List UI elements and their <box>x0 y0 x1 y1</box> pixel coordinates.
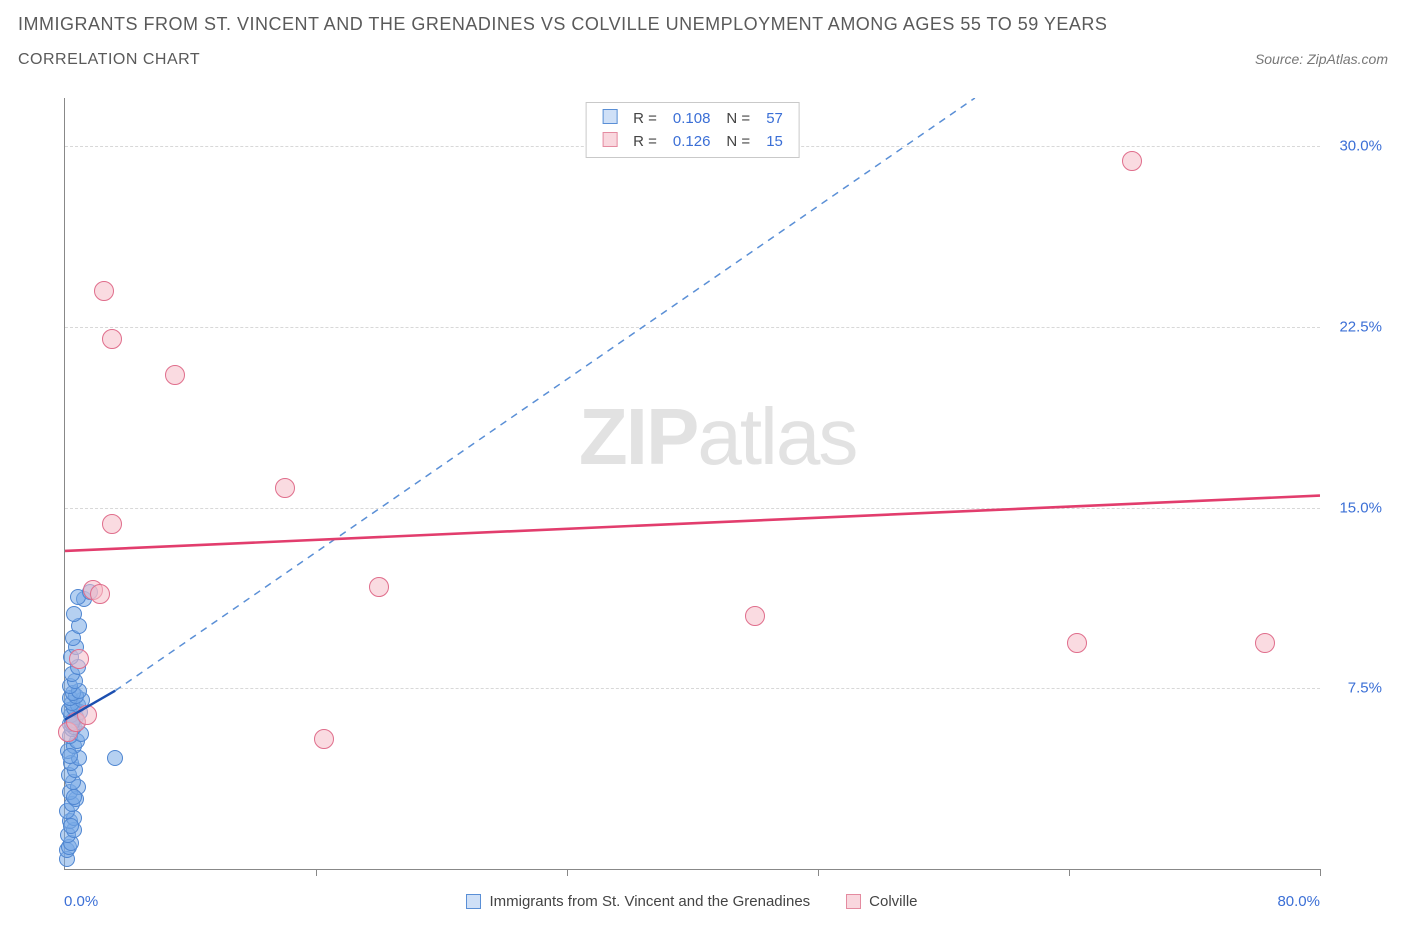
stats-legend: R =0.108N =57R =0.126N =15 <box>585 102 800 158</box>
data-point <box>66 606 82 622</box>
x-tick-min: 0.0% <box>64 893 98 910</box>
legend-item-series-2: Colville <box>846 893 917 910</box>
watermark: ZIPatlas <box>579 391 856 483</box>
data-point <box>62 748 78 764</box>
data-point <box>165 365 185 385</box>
subtitle: CORRELATION CHART <box>18 51 200 69</box>
legend-swatch-icon <box>846 894 861 909</box>
x-axis-legend: 0.0% Immigrants from St. Vincent and the… <box>64 893 1320 910</box>
data-point <box>1122 151 1142 171</box>
data-point <box>745 606 765 626</box>
y-tick-label: 22.5% <box>1339 318 1382 335</box>
data-point <box>1255 633 1275 653</box>
page-title: IMMIGRANTS FROM ST. VINCENT AND THE GREN… <box>18 14 1388 35</box>
plot-area: ZIPatlas R =0.108N =57R =0.126N =15 7.5%… <box>64 98 1320 870</box>
data-point <box>102 329 122 349</box>
data-point <box>314 729 334 749</box>
legend-label: Colville <box>869 893 917 910</box>
legend-swatch-icon <box>466 894 481 909</box>
x-tick-max: 80.0% <box>1277 893 1320 910</box>
data-point <box>1067 633 1087 653</box>
data-point <box>77 705 97 725</box>
data-point <box>63 818 79 834</box>
legend-item-series-1: Immigrants from St. Vincent and the Gren… <box>466 893 810 910</box>
data-point <box>90 584 110 604</box>
legend-label: Immigrants from St. Vincent and the Gren… <box>489 893 810 910</box>
data-point <box>94 281 114 301</box>
data-point <box>369 577 389 597</box>
data-point <box>69 649 89 669</box>
y-tick-label: 30.0% <box>1339 138 1382 155</box>
data-point <box>66 789 82 805</box>
data-point <box>275 478 295 498</box>
correlation-chart: Unemployment Among Ages 55 to 59 years Z… <box>14 92 1392 916</box>
y-tick-label: 15.0% <box>1339 499 1382 516</box>
source-attribution: Source: ZipAtlas.com <box>1255 51 1388 67</box>
data-point <box>102 514 122 534</box>
y-tick-label: 7.5% <box>1348 680 1382 697</box>
data-point <box>107 750 123 766</box>
